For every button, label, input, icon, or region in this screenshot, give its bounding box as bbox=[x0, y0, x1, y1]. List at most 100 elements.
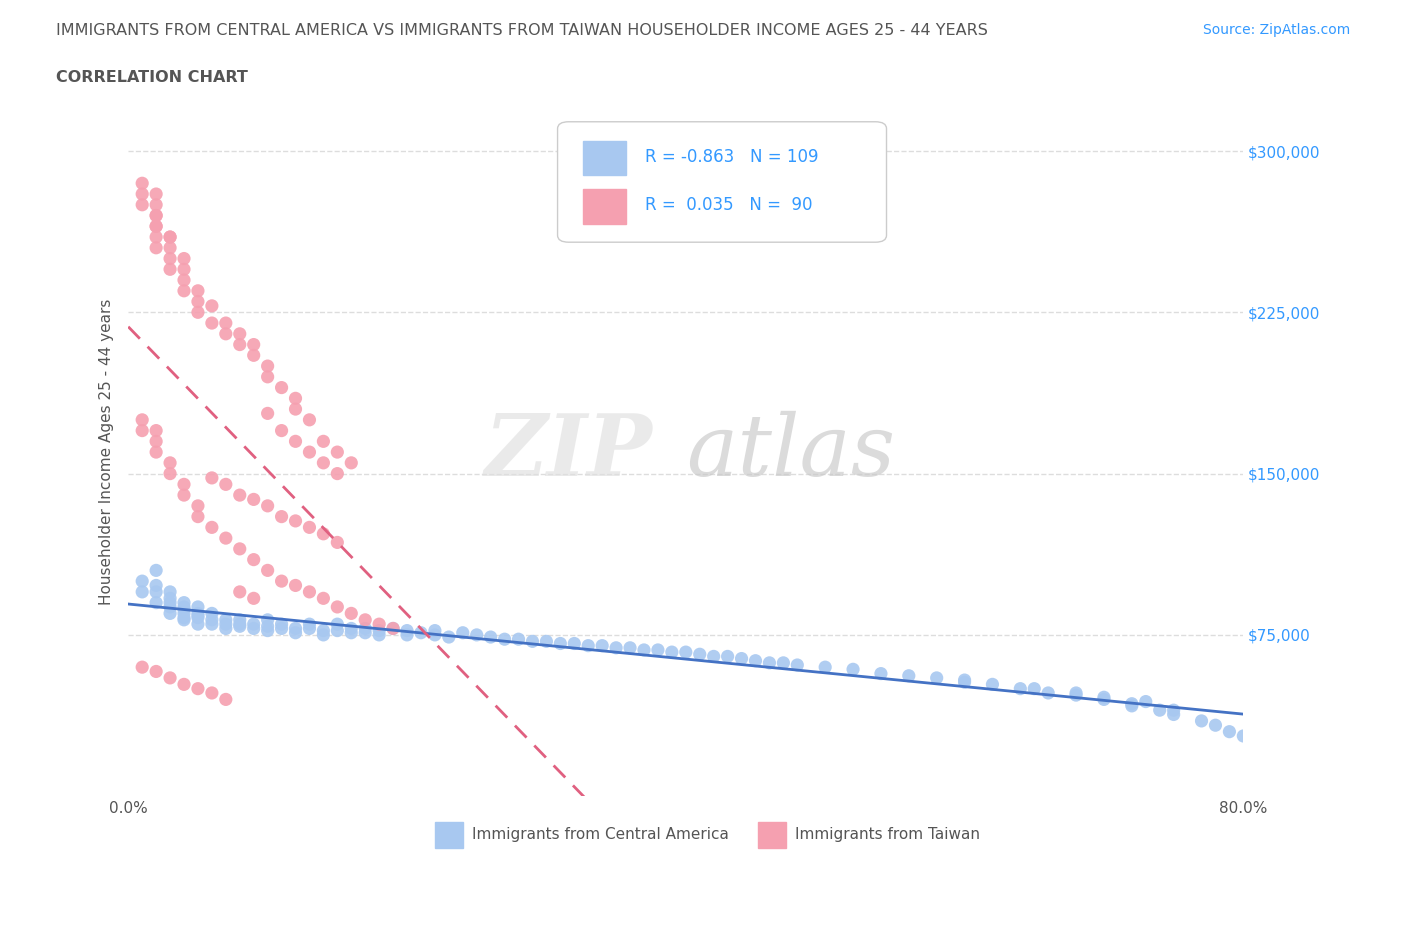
Point bbox=[298, 412, 321, 427]
Point bbox=[270, 574, 292, 589]
Point bbox=[229, 487, 252, 502]
Point bbox=[284, 402, 307, 417]
Point bbox=[173, 612, 195, 627]
Point bbox=[173, 284, 195, 299]
Point bbox=[242, 621, 264, 636]
Point bbox=[173, 610, 195, 625]
Point bbox=[284, 621, 307, 636]
Point bbox=[145, 230, 167, 245]
Point bbox=[1149, 703, 1171, 718]
Point bbox=[159, 584, 181, 599]
Point bbox=[173, 272, 195, 287]
Point bbox=[187, 617, 209, 631]
Point bbox=[159, 600, 181, 615]
Point bbox=[215, 315, 238, 330]
Point bbox=[270, 621, 292, 636]
Point bbox=[270, 509, 292, 524]
Point bbox=[298, 621, 321, 636]
Point bbox=[215, 617, 238, 631]
Point bbox=[1092, 690, 1115, 705]
Point bbox=[159, 456, 181, 471]
Point bbox=[131, 176, 153, 191]
Text: R =  0.035   N =  90: R = 0.035 N = 90 bbox=[644, 196, 813, 214]
Point bbox=[215, 621, 238, 636]
Point bbox=[201, 606, 224, 621]
Point bbox=[925, 671, 948, 685]
Point bbox=[562, 636, 585, 651]
Point bbox=[187, 610, 209, 625]
Point bbox=[897, 669, 920, 684]
Point bbox=[717, 649, 740, 664]
Point bbox=[145, 208, 167, 223]
Point bbox=[368, 628, 391, 643]
Point bbox=[201, 520, 224, 535]
Point bbox=[423, 623, 446, 638]
Point bbox=[145, 664, 167, 679]
Point bbox=[173, 487, 195, 502]
Point bbox=[131, 187, 153, 202]
Point bbox=[187, 305, 209, 320]
Point bbox=[409, 625, 432, 640]
Point bbox=[981, 677, 1004, 692]
Point bbox=[395, 623, 418, 638]
Bar bbox=[583, 141, 626, 176]
Bar bbox=[758, 822, 786, 848]
Point bbox=[229, 326, 252, 341]
Point bbox=[229, 338, 252, 352]
Point bbox=[326, 535, 349, 550]
Point bbox=[256, 406, 278, 421]
Point bbox=[298, 520, 321, 535]
Point bbox=[159, 240, 181, 255]
Point bbox=[242, 617, 264, 631]
Point bbox=[1191, 713, 1213, 728]
Point bbox=[145, 197, 167, 212]
Point bbox=[229, 584, 252, 599]
Point bbox=[131, 412, 153, 427]
Point bbox=[270, 423, 292, 438]
Point bbox=[744, 653, 766, 668]
FancyBboxPatch shape bbox=[558, 122, 887, 242]
Point bbox=[605, 641, 627, 656]
Point bbox=[256, 623, 278, 638]
Point bbox=[215, 692, 238, 707]
Point bbox=[536, 634, 558, 649]
Y-axis label: Householder Income Ages 25 - 44 years: Householder Income Ages 25 - 44 years bbox=[100, 299, 114, 605]
Point bbox=[187, 608, 209, 623]
Point bbox=[354, 621, 377, 636]
Point bbox=[953, 672, 976, 687]
Point bbox=[173, 602, 195, 617]
Point bbox=[201, 612, 224, 627]
Point bbox=[215, 531, 238, 546]
Point bbox=[131, 423, 153, 438]
Point bbox=[159, 671, 181, 685]
Point bbox=[284, 391, 307, 405]
Point bbox=[187, 681, 209, 696]
Point bbox=[1232, 728, 1254, 743]
Point bbox=[201, 685, 224, 700]
Point bbox=[298, 584, 321, 599]
Point bbox=[312, 434, 335, 449]
Point bbox=[215, 326, 238, 341]
Point bbox=[465, 628, 488, 643]
Point bbox=[508, 631, 530, 646]
Point bbox=[229, 541, 252, 556]
Point bbox=[661, 644, 683, 659]
Point bbox=[284, 434, 307, 449]
Point bbox=[1064, 685, 1087, 700]
Point bbox=[870, 666, 893, 681]
Point bbox=[229, 617, 252, 631]
Point bbox=[675, 644, 697, 659]
Point bbox=[187, 294, 209, 309]
Point bbox=[159, 230, 181, 245]
Point bbox=[522, 634, 544, 649]
Text: Immigrants from Taiwan: Immigrants from Taiwan bbox=[794, 827, 980, 843]
Point bbox=[145, 219, 167, 233]
Bar bbox=[434, 822, 463, 848]
Point bbox=[395, 628, 418, 643]
Point bbox=[145, 219, 167, 233]
Point bbox=[131, 584, 153, 599]
Point bbox=[145, 584, 167, 599]
Point bbox=[187, 509, 209, 524]
Point bbox=[229, 618, 252, 633]
Point bbox=[256, 563, 278, 578]
